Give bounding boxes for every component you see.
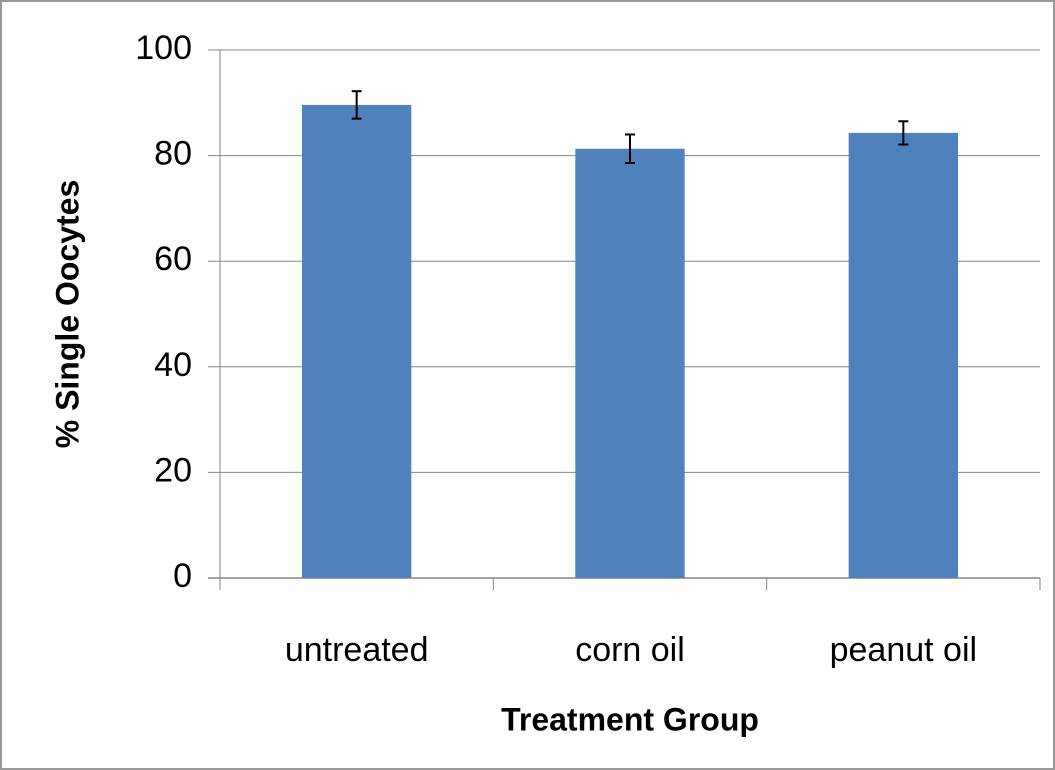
y-tick-label: 0 bbox=[173, 557, 192, 595]
x-tick-label: corn oil bbox=[575, 631, 685, 669]
x-tick-label: untreated bbox=[285, 631, 429, 669]
y-tick-label: 20 bbox=[154, 451, 192, 489]
y-tick-label: 100 bbox=[135, 29, 192, 67]
y-axis-title: % Single Oocytes bbox=[49, 180, 85, 449]
bar bbox=[302, 104, 412, 579]
error-bar bbox=[351, 90, 362, 120]
x-tick-label: peanut oil bbox=[830, 631, 977, 669]
y-tick-label: 80 bbox=[154, 135, 192, 173]
bar bbox=[575, 148, 685, 578]
bar bbox=[848, 132, 958, 578]
error-bar bbox=[898, 120, 909, 146]
x-axis-title: Treatment Group bbox=[501, 701, 759, 737]
y-tick-label: 40 bbox=[154, 346, 192, 384]
error-bar bbox=[625, 133, 635, 164]
y-tick-label: 60 bbox=[154, 240, 192, 278]
